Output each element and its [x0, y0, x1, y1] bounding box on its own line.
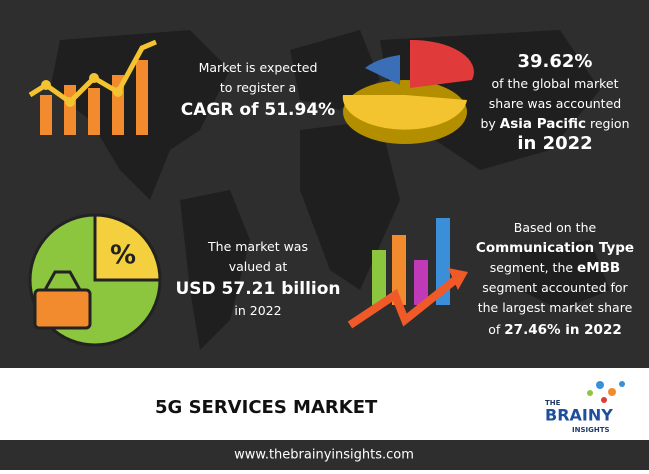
percent-icon: [28, 213, 162, 347]
text-segment: in 2022: [517, 133, 592, 154]
footer-url: www.thebrainyinsights.com: [234, 448, 414, 463]
info-line: segment, the eMBB: [490, 260, 620, 277]
info-line: 39.62%: [518, 51, 593, 72]
text-segment: by: [480, 116, 499, 131]
text-segment: CAGR of 51.94%: [181, 100, 335, 120]
text-segment: eMBB: [577, 260, 620, 276]
text-segment: of: [488, 322, 504, 337]
text-segment: in 2022: [561, 322, 622, 338]
pie-icon: [342, 39, 474, 144]
text-segment: in 2022: [234, 303, 281, 318]
info-line: USD 57.21 billion: [175, 279, 340, 299]
logo: THE BRAINY INSIGHTS: [545, 381, 625, 434]
footer-band: [0, 440, 649, 470]
text-group: Market is expected to register a CAGR of 5…: [175, 51, 634, 338]
info-line: Communication Type: [476, 240, 634, 256]
text-segment: segment accounted for: [482, 280, 628, 295]
logo-bottom: INSIGHTS: [572, 426, 610, 434]
text-segment: 27.46%: [504, 322, 561, 338]
text-segment: segment, the: [490, 260, 577, 275]
logo-top: THE: [545, 399, 561, 407]
title: 5G SERVICES MARKET: [155, 397, 378, 418]
text-segment: Based on the: [514, 220, 597, 235]
info-line: segment accounted for: [482, 280, 628, 295]
text-segment: 39.62%: [518, 51, 593, 72]
info-line: Based on the: [514, 220, 597, 235]
text-segment: The market was: [207, 239, 308, 254]
logo-main: BRAINY: [545, 406, 613, 425]
text-segment: Communication Type: [476, 240, 634, 256]
growth-icon: [28, 39, 157, 135]
info-line: the largest market share: [478, 300, 633, 315]
text-segment: USD 57.21 billion: [175, 279, 340, 299]
info-line: by Asia Pacific region: [480, 116, 629, 133]
icon-percent: %: [110, 241, 136, 271]
text-segment: the largest market share: [478, 300, 633, 315]
info-line: of 27.46% in 2022: [488, 322, 621, 339]
info-line: in 2022: [234, 303, 281, 318]
info-line: to register a: [220, 80, 296, 95]
text-segment: Asia Pacific: [500, 116, 586, 132]
text-segment: share was accounted: [489, 96, 621, 111]
info-line: Market is expected: [199, 60, 318, 75]
text-segment: region: [586, 116, 630, 131]
info-line: share was accounted: [489, 96, 621, 111]
text-segment: Market is expected: [199, 60, 318, 75]
info-line: The market was: [207, 239, 308, 254]
text-segment: to register a: [220, 80, 296, 95]
text-segment: valued at: [229, 259, 288, 274]
text-segment: of the global market: [492, 76, 619, 91]
title-band: [0, 368, 649, 440]
trend-icon: [347, 218, 468, 329]
info-line: valued at: [229, 259, 288, 274]
info-line: of the global market: [492, 76, 619, 91]
info-line: CAGR of 51.94%: [181, 100, 335, 120]
info-line: in 2022: [517, 133, 592, 154]
